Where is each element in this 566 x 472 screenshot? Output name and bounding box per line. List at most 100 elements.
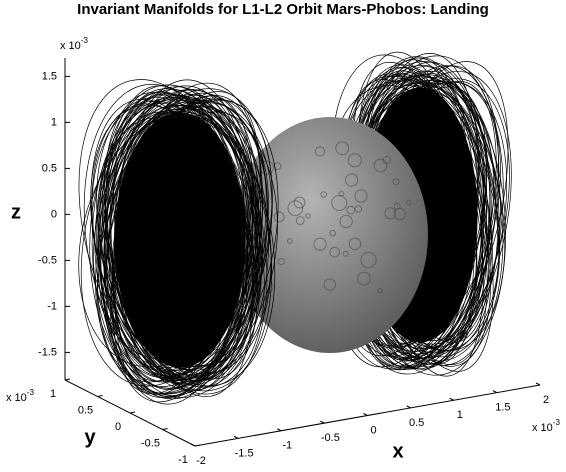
z-tick-label: -0.5 [38,254,57,266]
crater [373,158,388,173]
y-tick [64,378,71,381]
x-tick [449,397,454,401]
x-tick-label: 0 [370,424,376,436]
x-tick-label: -0.5 [321,432,340,444]
crater [286,238,293,244]
crater [360,251,377,269]
y-tick-label: 1 [50,388,56,400]
z-exponent-label: x 10-3 [60,36,88,52]
x-tick-label: 1 [457,409,463,421]
crater [354,205,363,213]
y-tick [194,444,201,447]
x-tick [535,382,541,386]
x-tick [233,435,239,439]
plot-volume [78,51,512,405]
exponent-base: x 10 [6,392,27,404]
y-tick [97,395,103,397]
trajectory-curve [113,111,269,383]
crater [273,162,282,171]
x-tick-label: 2 [543,394,549,406]
trajectory-curve [118,118,258,380]
x-tick [277,428,282,432]
x-tick-label: -2 [196,455,206,467]
trajectory-curve [104,85,239,386]
exponent-power: -3 [27,388,35,397]
y-exponent-label: x 10-3 [6,388,34,404]
crater [357,271,371,286]
axes: -2 -1.5 -1 -0.5 0 0.5 1 1.5 2 -1 -0.5 0 0.5 1 -1.5 -1 -0… [6,36,560,467]
trajectory-curve [113,91,254,397]
trajectory-curve [107,93,248,371]
x-axis-label: x [392,440,403,462]
y-tick-label: -1 [178,454,188,466]
trajectory-curve [104,92,248,382]
crater [377,288,383,294]
x-exponent-label: x 10-3 [532,418,560,434]
x-tick [492,390,498,394]
crater [313,237,327,251]
crater [277,257,285,266]
trajectory-core [114,112,246,368]
x-tick [190,443,196,447]
z-tick-label: 0.5 [42,162,57,174]
trajectory-curve [97,89,262,389]
x-tick-label: 0.5 [409,417,424,429]
trajectory-curve [83,83,249,383]
crater [314,146,326,157]
crater [392,178,400,186]
trajectory-curve [114,79,253,381]
crater [320,191,327,198]
crater [345,173,359,187]
crater [295,216,305,226]
z-tick-label: -1.5 [38,346,57,358]
crater [382,155,391,165]
exponent-power: -3 [81,36,89,45]
crater [405,199,412,206]
crater [347,153,362,168]
chart-title: Invariant Manifolds for L1-L2 Orbit Mars… [77,1,489,18]
y-tick-label: 0.5 [78,404,93,416]
z-tick-label: 0 [51,208,57,220]
z-tick-label: -1 [47,300,57,312]
crater [273,211,285,223]
z-tick-label: 1.5 [42,70,57,82]
crater [335,141,350,156]
crater [338,191,345,197]
crater [346,205,356,215]
crater [342,250,349,257]
z-axis-label: z [11,201,21,223]
y-tick [162,428,168,430]
crater [329,246,341,258]
trajectory-curve [90,98,243,392]
crater [329,229,337,237]
x-tick [363,413,368,416]
y-axis-label: y [84,426,96,448]
x-tick [320,420,325,424]
crater [305,213,311,219]
trajectory-curve [105,88,268,395]
x-tick [406,405,411,409]
crater [354,189,368,203]
y-tick-label: -0.5 [141,437,160,449]
crater [293,196,306,209]
trajectory-curve [97,88,273,394]
trajectory-curve [122,109,258,369]
crater [287,200,304,217]
y-tick-label: 0 [115,421,121,433]
trajectory-curve [98,111,259,371]
crater [384,207,397,220]
crater [393,207,406,221]
trajectory-curve [112,95,262,403]
crater [348,237,362,251]
z-tick-label: 1 [51,116,57,128]
x-tick-label: -1 [282,440,292,452]
crater [339,214,353,229]
x-tick-label: 1.5 [495,402,510,414]
trajectory-curve [78,114,254,368]
exponent-base: x 10 [60,40,81,52]
y-tick [129,411,136,414]
crater [323,278,336,291]
x-tick-label: -1.5 [235,447,254,459]
exponent-power: -3 [553,418,561,427]
exponent-base: x 10 [532,422,553,434]
